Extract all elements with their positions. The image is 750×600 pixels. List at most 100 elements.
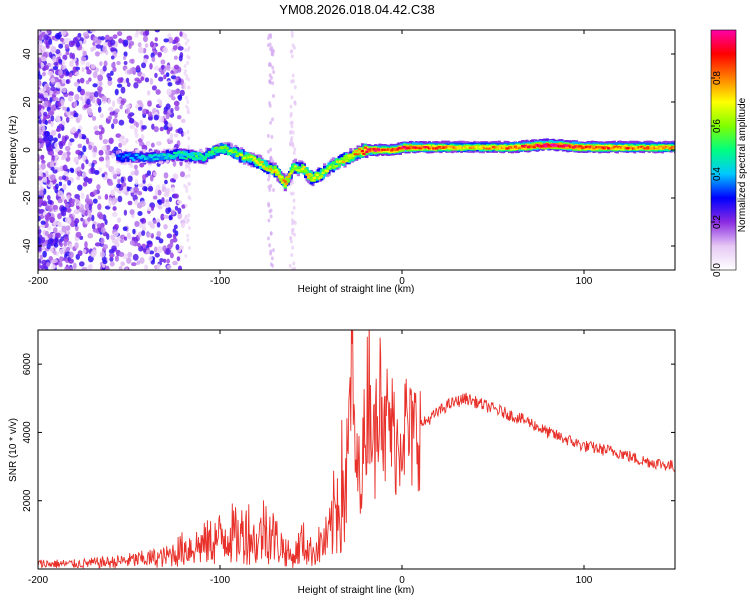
ridge-cell — [139, 156, 143, 160]
ridge-cell — [270, 171, 274, 174]
noise-speckle — [146, 249, 151, 254]
y-tick-label: 6000 — [22, 353, 33, 376]
noise-streak — [291, 141, 295, 146]
noise-speckle — [156, 141, 162, 146]
ridge-cell — [122, 155, 126, 158]
ridge-cell — [274, 169, 279, 172]
noise-speckle — [63, 171, 69, 177]
noise-speckle — [111, 123, 115, 130]
y-tick-label: 4000 — [22, 421, 33, 444]
y-tick-label: 2000 — [22, 489, 33, 512]
noise-speckle — [167, 123, 173, 128]
noise-speckle — [105, 265, 110, 270]
noise-streak — [289, 104, 293, 109]
noise-speckle — [116, 61, 121, 66]
noise-speckle — [98, 149, 104, 156]
noise-speckle — [50, 129, 57, 136]
noise-speckle — [72, 262, 77, 270]
noise-speckle — [119, 238, 124, 244]
noise-speckle — [107, 181, 114, 186]
noise-streak — [186, 60, 190, 65]
noise-streak — [183, 63, 187, 68]
noise-speckle — [39, 143, 44, 149]
ridge-cell — [312, 176, 317, 179]
noise-speckle — [108, 115, 112, 120]
noise-speckle — [89, 95, 94, 102]
noise-speckle — [76, 169, 83, 177]
noise-speckle — [108, 106, 114, 112]
noise-speckle — [41, 200, 48, 207]
ridge-cell — [366, 148, 370, 151]
ridge-cell — [605, 146, 609, 149]
noise-speckle — [44, 100, 49, 108]
noise-speckle — [102, 259, 108, 265]
ridge-cell — [206, 154, 210, 157]
noise-speckle — [156, 263, 161, 270]
noise-streak — [186, 238, 190, 243]
ridge-cell — [174, 154, 178, 157]
noise-speckle — [91, 115, 97, 121]
noise-streak — [293, 85, 297, 90]
ridge-cell — [286, 178, 290, 183]
noise-streak — [183, 183, 187, 188]
noise-speckle — [74, 133, 79, 139]
ridge-cell — [321, 171, 325, 175]
ridge-cell — [320, 175, 324, 178]
ridge-cell — [222, 149, 226, 154]
noise-streak — [268, 103, 272, 108]
ridge-cell — [155, 157, 159, 161]
noise-speckle — [90, 47, 94, 53]
noise-speckle — [88, 111, 94, 116]
noise-streak — [270, 75, 273, 80]
colorbar-label: Normalized spectral amplitude — [737, 97, 748, 232]
ridge-cell — [296, 166, 301, 169]
noise-speckle — [40, 155, 44, 161]
ridge-cell — [280, 176, 284, 181]
noise-streak — [185, 76, 189, 81]
ridge-cell — [171, 155, 175, 158]
noise-streak — [268, 61, 272, 66]
noise-speckle — [51, 264, 56, 270]
noise-speckle — [141, 62, 147, 69]
noise-speckle — [68, 114, 74, 120]
noise-streak — [184, 203, 188, 208]
noise-speckle — [175, 80, 181, 86]
noise-speckle — [87, 178, 93, 184]
ridge-cell — [133, 155, 137, 160]
ridge-cell — [273, 166, 277, 171]
ridge-cell — [673, 145, 675, 149]
noise-speckle — [85, 61, 91, 67]
noise-speckle — [157, 51, 162, 58]
noise-speckle — [75, 175, 81, 181]
noise-speckle — [61, 87, 67, 93]
noise-speckle — [77, 250, 83, 257]
noise-speckle — [149, 63, 153, 70]
noise-speckle — [68, 258, 74, 264]
noise-streak — [272, 69, 276, 74]
noise-streak — [270, 256, 274, 261]
noise-speckle — [160, 213, 165, 221]
ridge-cell — [282, 179, 286, 182]
noise-speckle — [41, 159, 46, 164]
noise-speckle — [137, 231, 142, 238]
noise-streak — [267, 149, 270, 154]
noise-speckle — [52, 66, 59, 71]
noise-streak — [272, 93, 275, 98]
noise-speckle — [130, 262, 137, 267]
noise-speckle — [80, 56, 87, 62]
noise-speckle — [111, 100, 116, 108]
noise-streak — [290, 30, 294, 35]
noise-speckle — [137, 191, 143, 196]
noise-speckle — [57, 212, 62, 220]
noise-speckle — [166, 64, 171, 72]
noise-speckle — [114, 255, 119, 262]
noise-speckle — [100, 36, 105, 41]
noise-speckle — [79, 77, 85, 84]
noise-speckle — [169, 252, 174, 259]
ridge-cell — [145, 157, 149, 160]
noise-speckle — [87, 217, 92, 222]
noise-speckle — [153, 65, 160, 71]
noise-streak — [188, 181, 192, 186]
noise-speckle — [134, 127, 138, 135]
noise-speckle — [139, 119, 143, 127]
